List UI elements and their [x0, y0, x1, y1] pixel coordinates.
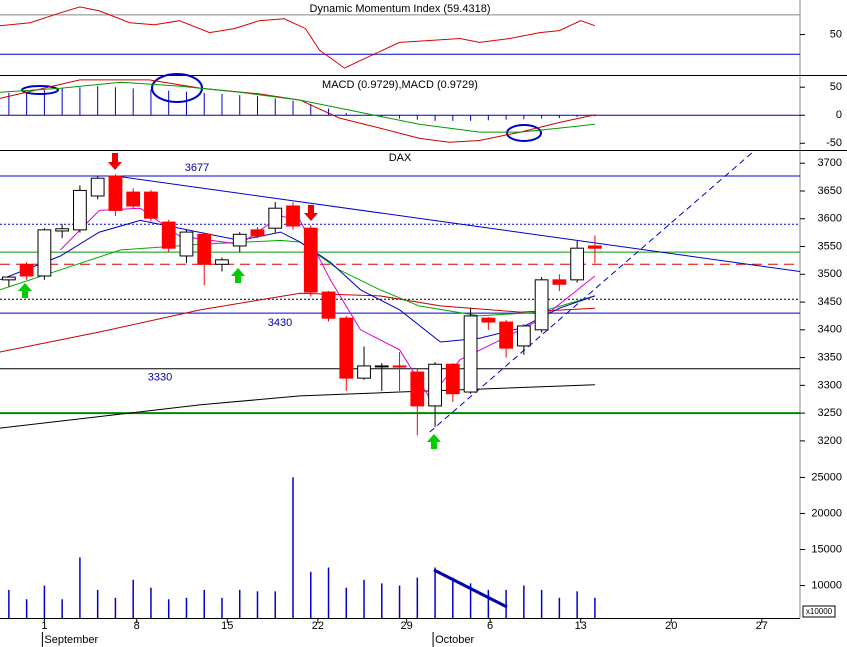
y-tick-label: 3200 [818, 435, 842, 447]
indicator-line [0, 239, 596, 317]
y-tick-label: 3500 [818, 268, 842, 280]
y-tick-label: 20000 [811, 507, 842, 519]
y-tick-label: 3400 [818, 324, 842, 336]
candle-body [197, 233, 212, 265]
trend-line [429, 151, 755, 433]
unit-label: x10000 [806, 607, 833, 616]
y-tick-label: 25000 [811, 471, 842, 483]
indicator-line [0, 292, 595, 353]
candle-body [232, 233, 247, 247]
candle-body [126, 191, 141, 207]
indicator-line [0, 384, 595, 429]
unit-box [802, 605, 836, 618]
x-tick-label: 22 [312, 620, 324, 632]
y-tick-label: 50 [830, 81, 842, 93]
sell-arrow [304, 205, 318, 221]
candle-body [463, 315, 478, 393]
candle-body [570, 247, 585, 281]
candle-body [108, 175, 123, 211]
candle-body [374, 365, 389, 368]
buy-arrow [231, 268, 245, 283]
y-tick-label: 0 [836, 109, 842, 121]
candle-body [268, 207, 283, 229]
candle-body [73, 189, 87, 231]
candle-body [55, 228, 70, 232]
y-tick-label: 3350 [818, 351, 842, 363]
period-label: September [44, 634, 98, 646]
y-tick-label: 15000 [811, 543, 842, 555]
candle-body [1, 276, 16, 281]
candle-body [392, 365, 407, 368]
level-label: 3430 [268, 317, 292, 329]
x-tick-label: 1 [41, 620, 47, 632]
candle-body [19, 263, 34, 277]
panel-title: DAX [389, 152, 412, 164]
period-label: October [435, 634, 474, 646]
candle-body [410, 371, 425, 407]
candle-body [161, 221, 176, 249]
x-tick-label: 8 [134, 620, 140, 632]
buy-arrow [18, 283, 32, 298]
candle-body [215, 259, 229, 265]
panel-title: MACD (0.9729),MACD (0.9729) [322, 79, 478, 91]
sell-arrow [108, 153, 122, 170]
candle-body [179, 231, 194, 257]
x-tick-label: 13 [575, 620, 587, 632]
x-tick-label: 29 [401, 620, 413, 632]
candle-body [357, 365, 371, 379]
y-tick-label: 50 [830, 28, 842, 40]
y-tick-label: 3450 [818, 296, 842, 308]
candle-body [534, 279, 549, 331]
candle-body [339, 317, 354, 379]
x-tick-label: 15 [221, 620, 233, 632]
annotations [18, 73, 542, 609]
y-tick-label: 3700 [818, 157, 842, 169]
level-label: 3677 [185, 162, 209, 174]
candle-body [552, 279, 567, 285]
candle-body [499, 321, 513, 349]
panel [0, 151, 800, 436]
candle-body [90, 177, 105, 197]
candle-body [588, 245, 602, 249]
highlight-ellipse [21, 85, 59, 95]
panel [8, 477, 596, 618]
candle-body [303, 227, 318, 293]
x-tick-label: 6 [487, 620, 493, 632]
candle-body [37, 229, 52, 277]
y-tick-label: -50 [826, 137, 842, 149]
candle-body [481, 317, 496, 323]
indicator-line [0, 6, 596, 69]
panel-title: Dynamic Momentum Index (59.4318) [310, 3, 491, 15]
candle-body [286, 205, 300, 227]
candle-body [144, 191, 158, 219]
y-tick-label: 3550 [818, 240, 842, 252]
y-tick-label: 3250 [818, 407, 842, 419]
trend-line [115, 175, 800, 273]
y-tick-label: 3650 [818, 185, 842, 197]
indicator-line [0, 79, 596, 143]
candle-body [321, 291, 336, 319]
panel [0, 6, 800, 69]
panel [0, 79, 800, 143]
candle-body [445, 363, 460, 395]
highlight-ellipse [506, 124, 542, 142]
frame [0, 0, 847, 619]
y-tick-label: 3300 [818, 379, 842, 391]
y-tick-label: 10000 [811, 579, 842, 591]
x-tick-label: 27 [756, 620, 768, 632]
candle-body [250, 229, 265, 237]
indicator-line [0, 81, 595, 133]
level-label: 3330 [148, 372, 172, 384]
x-tick-label: 20 [665, 620, 677, 632]
y-tick-label: 3600 [818, 213, 842, 225]
candle-body [428, 363, 442, 407]
candle-body [516, 325, 531, 347]
buy-arrow [427, 434, 441, 449]
